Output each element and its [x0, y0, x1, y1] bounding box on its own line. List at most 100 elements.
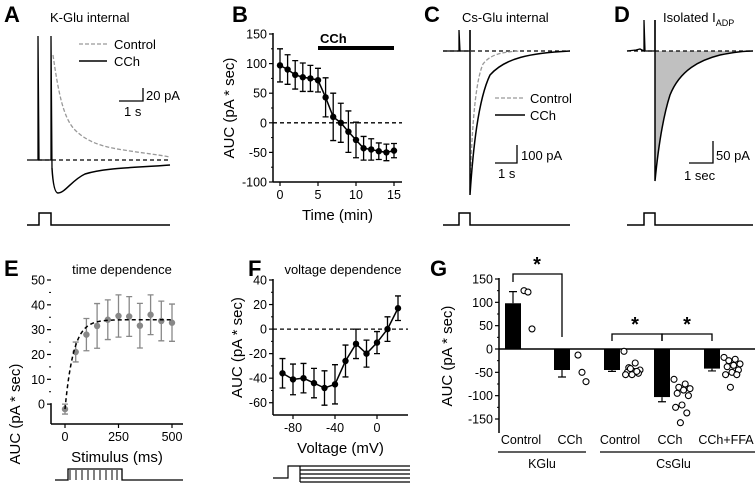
category-label: CCh+FFA [698, 433, 754, 447]
data-point [276, 62, 284, 69]
panel-letter-b: B [232, 2, 248, 27]
category-label: CCh [557, 433, 582, 447]
x-axis-label: Stimulus (ms) [71, 449, 163, 466]
control-trace [469, 50, 521, 191]
y-tick-label: -100 [468, 389, 493, 403]
data-point [337, 119, 344, 127]
voltage-step-protocol [273, 465, 410, 483]
data-point [284, 66, 291, 73]
individual-point [733, 371, 741, 379]
individual-point [676, 419, 684, 427]
stimulus-artifact [626, 19, 656, 53]
legend-control-label: Control [530, 91, 572, 106]
data-point [384, 325, 391, 333]
data-point [300, 374, 307, 382]
group-label: CsGlu [656, 457, 691, 471]
y-tick-label: 150 [472, 273, 493, 287]
data-point [158, 317, 165, 325]
chart-e-title: time dependence [72, 262, 172, 277]
data-point [310, 379, 318, 387]
y-tick-label: 100 [246, 57, 267, 71]
scale-bar [689, 141, 714, 164]
individual-point [574, 351, 582, 359]
data-point [383, 149, 390, 156]
category-label: Control [600, 433, 640, 447]
bar [604, 349, 620, 370]
individual-point [673, 389, 681, 397]
y-tick-label: 10 [31, 373, 45, 387]
stimulus-artifact [27, 35, 53, 169]
y-tick-label: -60 [249, 396, 267, 410]
y-tick-label: 0 [486, 343, 493, 357]
legend-control-label: Control [114, 37, 156, 52]
x-tick-label: -40 [326, 421, 344, 435]
data-point [363, 350, 370, 357]
individual-point [722, 371, 730, 379]
stimulus-protocol [443, 212, 570, 226]
scale-x-label: 1 sec [684, 168, 716, 183]
data-point [299, 74, 306, 81]
individual-point [578, 368, 586, 376]
panel-d-title-main: Isolated I [663, 10, 716, 25]
individual-point [736, 360, 744, 368]
panel-letter-a: A [4, 2, 20, 27]
chart-g: 150 100 50 0 -50 -100 -150 AUC (pA * sec) Contro… [439, 254, 755, 471]
data-point [394, 305, 402, 312]
y-tick-label: 20 [253, 298, 267, 312]
data-point [321, 384, 328, 392]
x-axis-label: Time (min) [302, 207, 373, 224]
x-tick-label: 250 [108, 430, 129, 444]
x-tick-label: 15 [387, 188, 401, 202]
significance-star: * [631, 314, 639, 336]
individual-point [622, 371, 630, 379]
cch-trace [469, 30, 571, 196]
control-trace [52, 54, 171, 158]
significance-star: * [683, 314, 691, 336]
y-axis-label: AUC (pA * sec) [221, 58, 238, 159]
y-tick-label: 0 [260, 323, 267, 337]
data-point [136, 322, 144, 329]
y-axis-label: AUC (pA * sec) [229, 297, 246, 398]
category-label: Control [501, 433, 541, 447]
data-line [282, 307, 399, 389]
individual-point [730, 361, 738, 369]
stimulus-protocol [627, 212, 753, 226]
individual-point [720, 353, 728, 361]
data-point [147, 311, 154, 318]
scale-bar [119, 88, 144, 102]
x-tick-label: 10 [349, 188, 363, 202]
stimulus-artifact [443, 29, 471, 52]
error-bar [708, 368, 716, 372]
data-point [168, 319, 176, 326]
chart-b: 150 100 50 0 -50 -100 0 5 10 15 Time (min) AUC (pA … [221, 28, 402, 224]
x-tick-label: 500 [162, 430, 183, 444]
y-tick-label: 0 [260, 116, 267, 130]
y-tick-label: -50 [249, 146, 267, 160]
data-point [330, 113, 337, 121]
stimulus-protocol [27, 212, 170, 226]
adp-area-fill [655, 51, 753, 181]
panel-letter-c: C [424, 2, 440, 27]
panel-letter-g: G [430, 256, 447, 281]
individual-point [686, 385, 694, 393]
data-point [368, 146, 375, 153]
panel-letter-d: D [614, 2, 630, 27]
data-point [373, 339, 381, 346]
x-tick-label: 5 [315, 188, 322, 202]
x-axis-label: Voltage (mV) [297, 440, 384, 457]
error-bar [558, 370, 566, 378]
group-label: KGlu [528, 457, 556, 471]
panel-d-title: Isolated IADP [663, 10, 734, 28]
data-point [352, 136, 360, 144]
y-tick-label: 50 [31, 274, 45, 288]
bar [704, 349, 720, 369]
y-tick-label: 40 [31, 298, 45, 312]
panel-letter-f: F [248, 256, 261, 281]
individual-point [528, 325, 536, 333]
data-point [322, 94, 329, 101]
y-tick-label: -50 [475, 366, 493, 380]
exponential-fit-line [64, 318, 173, 410]
x-tick-label: 0 [62, 430, 69, 444]
